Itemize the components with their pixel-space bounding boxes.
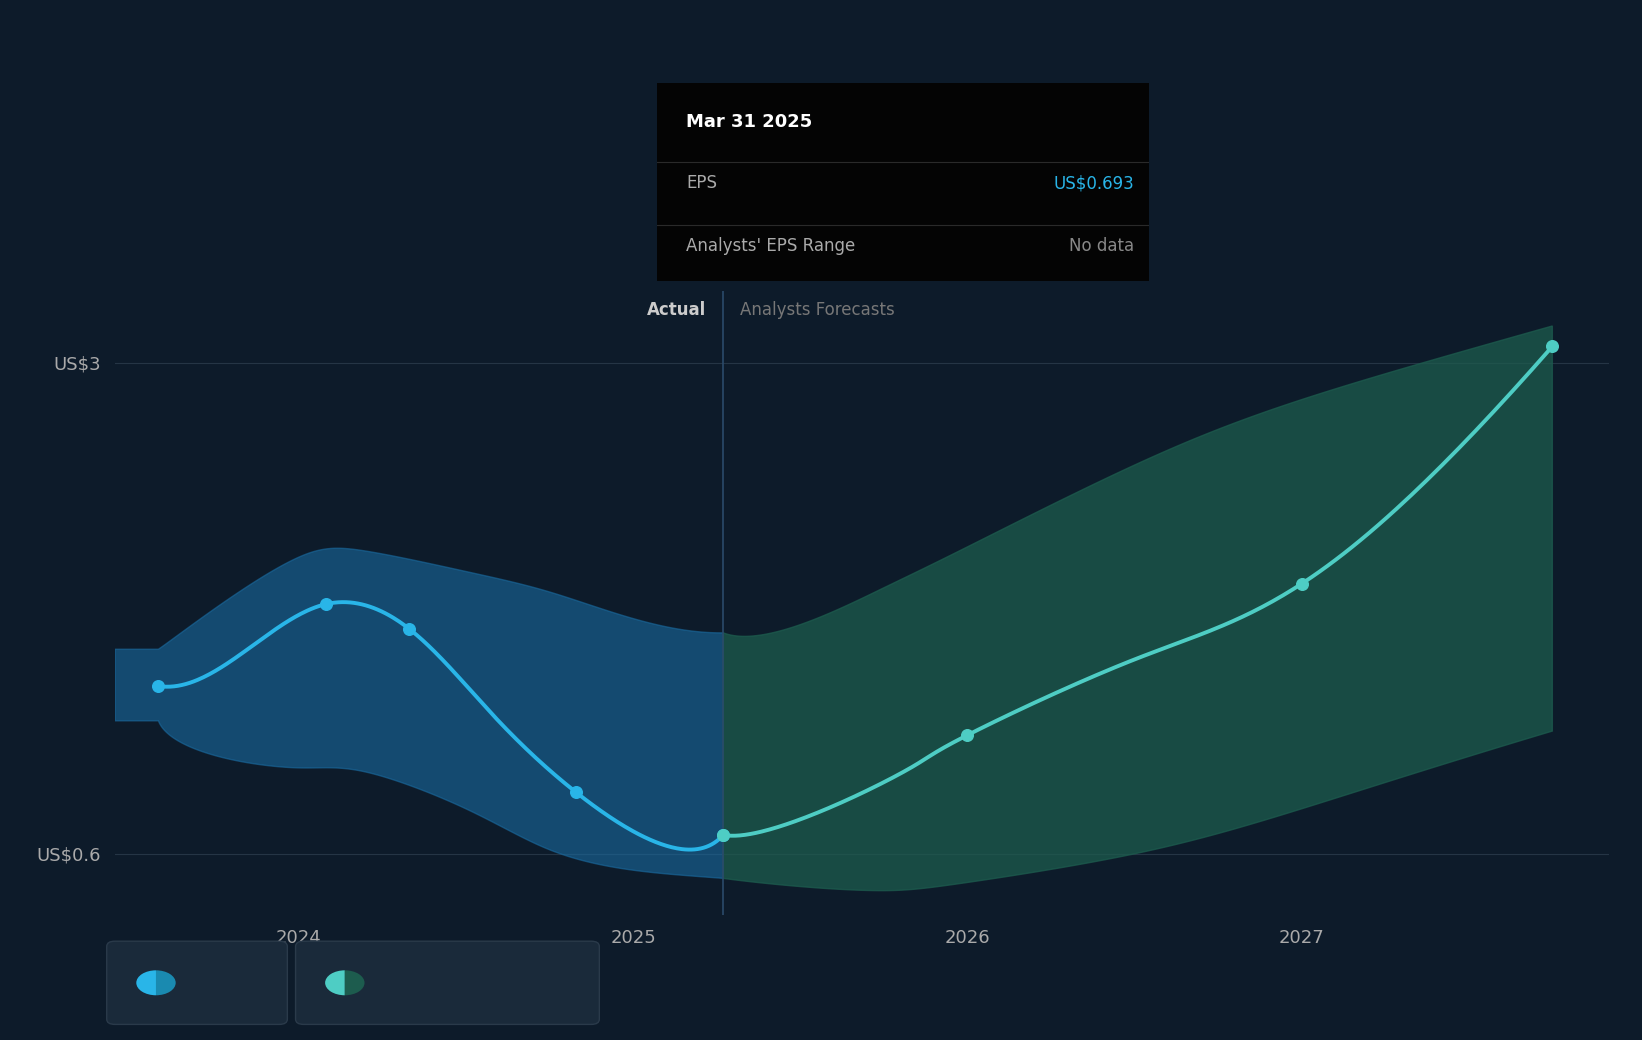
Polygon shape: [115, 548, 724, 879]
Point: [563, 784, 589, 801]
Text: US$0.693: US$0.693: [1054, 174, 1135, 192]
Text: Analysts' EPS Range: Analysts' EPS Range: [686, 237, 855, 256]
Point: [312, 596, 338, 613]
Text: EPS: EPS: [184, 971, 215, 990]
Point: [1289, 575, 1315, 592]
Point: [711, 827, 737, 843]
Point: [954, 727, 980, 744]
Point: [711, 827, 737, 843]
Text: No data: No data: [1069, 237, 1135, 256]
Point: [396, 621, 422, 638]
Point: [144, 678, 171, 695]
Point: [1539, 338, 1565, 355]
Text: EPS: EPS: [686, 174, 718, 192]
Text: Analysts Forecasts: Analysts Forecasts: [741, 302, 895, 319]
Polygon shape: [724, 326, 1552, 890]
Text: Actual: Actual: [647, 302, 706, 319]
Text: Mar 31 2025: Mar 31 2025: [686, 112, 813, 131]
Text: Analysts' EPS Range: Analysts' EPS Range: [373, 971, 542, 990]
